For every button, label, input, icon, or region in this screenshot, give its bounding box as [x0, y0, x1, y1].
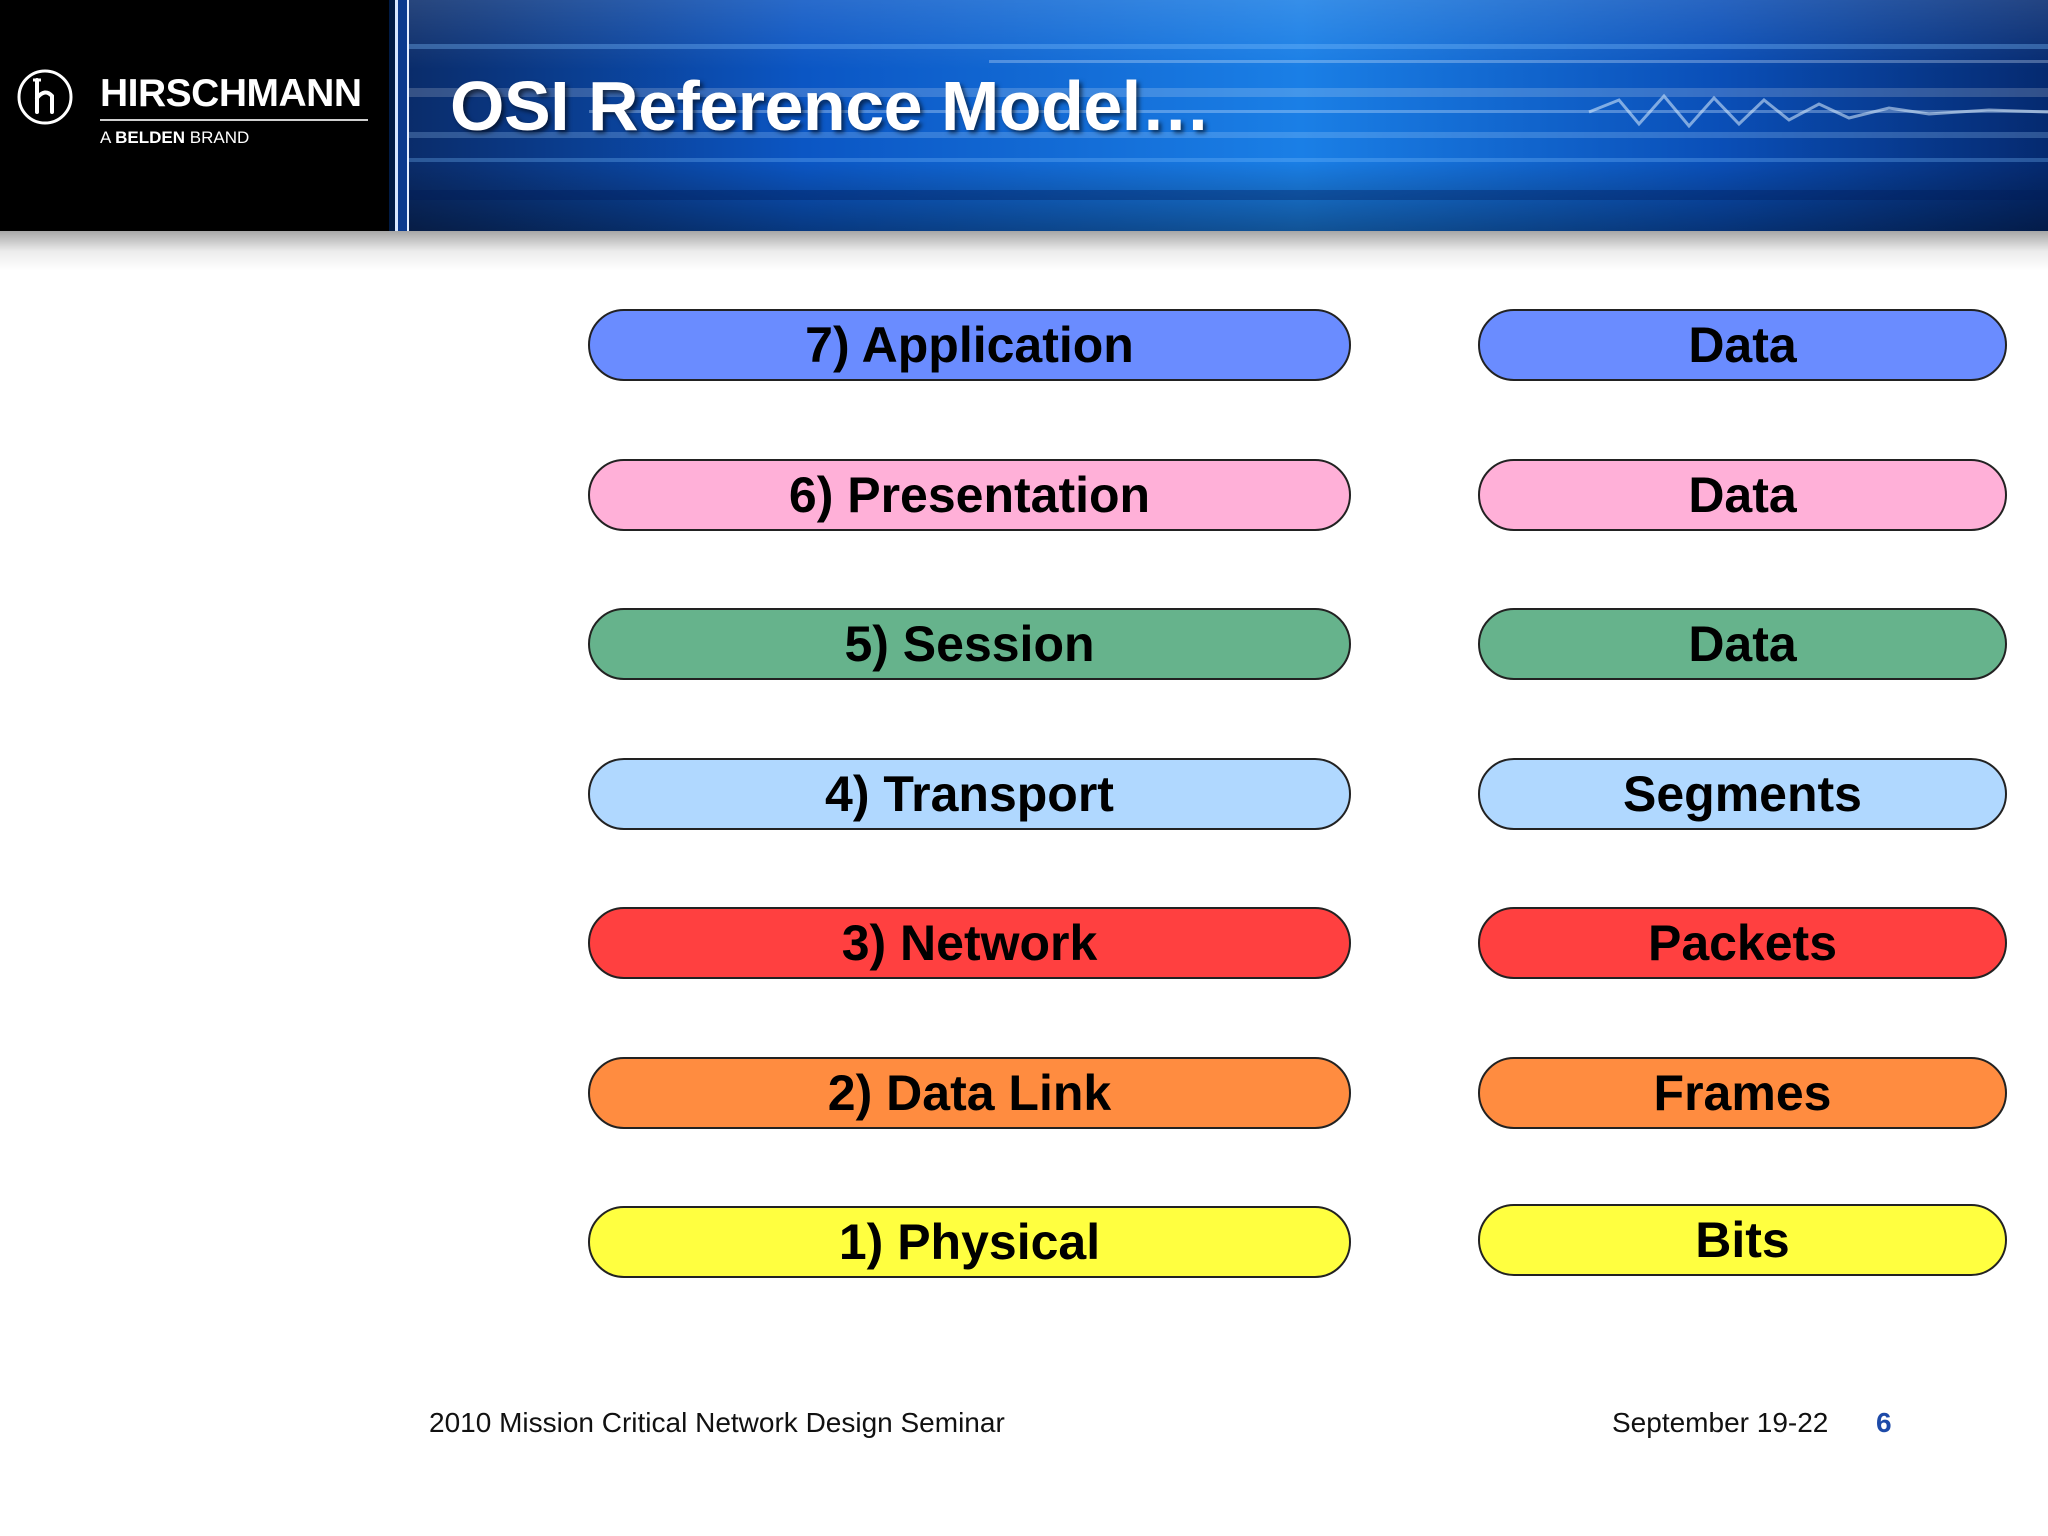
banner-streaks	[389, 44, 2048, 200]
header-shadow	[0, 231, 2048, 271]
brand-block: HIRSCHMANN A BELDEN BRAND	[0, 0, 389, 231]
page-number: 6	[1876, 1407, 1892, 1438]
layer-pill-transport: 4) Transport	[588, 758, 1351, 830]
unit-pill-presentation: Data	[1478, 459, 2007, 531]
layer-pill-presentation: 6) Presentation	[588, 459, 1351, 531]
unit-pill-application: Data	[1478, 309, 2007, 381]
layer-pill-session: 5) Session	[588, 608, 1351, 680]
tagline-suffix: BRAND	[185, 128, 250, 147]
layer-pill-application: 7) Application	[588, 309, 1351, 381]
brand-tagline: A BELDEN BRAND	[100, 128, 249, 148]
unit-pill-data-link: Frames	[1478, 1057, 2007, 1129]
footer-date: September 19-22	[1612, 1407, 1829, 1438]
hirschmann-logo-icon	[17, 69, 73, 125]
header-divider	[389, 0, 411, 231]
tagline-bold: BELDEN	[115, 128, 186, 147]
layer-pill-physical: 1) Physical	[588, 1206, 1351, 1278]
header-banner	[389, 0, 2048, 231]
unit-pill-physical: Bits	[1478, 1204, 2007, 1276]
page-title: OSI Reference Model…	[450, 67, 1211, 145]
unit-pill-transport: Segments	[1478, 758, 2007, 830]
layer-pill-data-link: 2) Data Link	[588, 1057, 1351, 1129]
layer-pill-network: 3) Network	[588, 907, 1351, 979]
unit-pill-network: Packets	[1478, 907, 2007, 979]
slide-header: HIRSCHMANN A BELDEN BRAND OSI Reference …	[0, 0, 2048, 231]
footer-seminar: 2010 Mission Critical Network Design Sem…	[429, 1407, 1005, 1438]
tagline-prefix: A	[100, 128, 116, 147]
unit-pill-session: Data	[1478, 608, 2007, 680]
brand-rule	[100, 119, 368, 121]
brand-name: HIRSCHMANN	[100, 72, 362, 115]
